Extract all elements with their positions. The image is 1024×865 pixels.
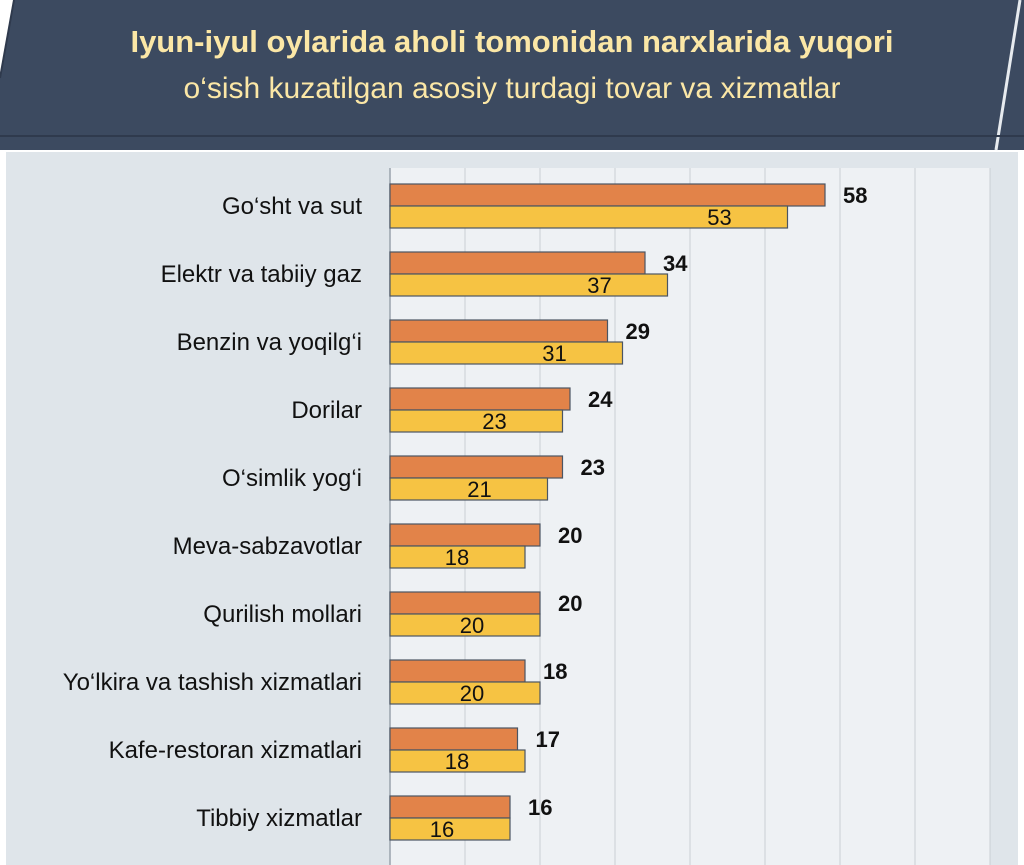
bar-series-1 — [389, 523, 541, 547]
category-label: Meva-sabzavotlar — [173, 533, 362, 560]
data-label-series-1: 24 — [588, 387, 613, 412]
data-label-series-2: 16 — [430, 817, 454, 842]
category-label: Tibbiy xizmatlar — [196, 805, 362, 832]
data-label-series-2: 21 — [467, 477, 491, 502]
bar-series-1 — [389, 727, 519, 751]
bar-series-2 — [389, 409, 564, 433]
data-label-series-2: 18 — [445, 749, 469, 774]
data-label-series-2: 37 — [587, 273, 611, 298]
bar-series-2 — [389, 749, 526, 773]
data-label-series-1: 58 — [843, 183, 867, 208]
data-label-series-1: 17 — [536, 727, 560, 752]
bar-series-1 — [389, 387, 571, 411]
data-label-series-1: 18 — [543, 659, 567, 684]
bar-series-2 — [389, 205, 789, 229]
header-edge-right — [1000, 0, 1024, 150]
data-label-series-2: 23 — [482, 409, 506, 434]
bar-series-2 — [389, 273, 669, 297]
bar-series-2 — [389, 341, 624, 365]
category-label: Qurilish mollari — [203, 601, 362, 628]
category-label: Dorilar — [291, 397, 362, 424]
data-label-series-2: 20 — [460, 613, 484, 638]
bar-series-1 — [389, 251, 646, 275]
data-label-series-2: 31 — [542, 341, 566, 366]
category-label: Elektr va tabiiy gaz — [161, 261, 362, 288]
data-label-series-1: 16 — [528, 795, 552, 820]
data-label-series-2: 53 — [707, 205, 731, 230]
bar-series-1 — [389, 319, 609, 343]
title-block: Iyun-iyul oylarida aholi tomonidan narxl… — [0, 22, 1024, 110]
bar-series-1 — [389, 183, 826, 207]
header-band — [0, 0, 1024, 150]
data-label-series-2: 18 — [445, 545, 469, 570]
bars: 58 53 34 37 29 31 24 23 23 21 20 18 20 20 18 20 17 18 16 16 — [389, 183, 867, 842]
category-labels: Go‘sht va sut Elektr va tabiiy gaz Benzin … — [63, 193, 363, 832]
bar-series-1 — [389, 659, 526, 683]
bar-series-2 — [389, 613, 541, 637]
category-label: O‘simlik yog‘i — [222, 465, 362, 492]
bar-series-2 — [389, 477, 549, 501]
bar-series-1 — [389, 455, 564, 479]
bar-series-2 — [389, 681, 541, 705]
data-label-series-1: 34 — [663, 251, 688, 276]
data-label-series-1: 20 — [558, 591, 582, 616]
bar-series-1 — [389, 795, 511, 819]
data-label-series-1: 23 — [581, 455, 605, 480]
bar-series-2 — [389, 545, 526, 569]
bar-series-2 — [389, 817, 511, 841]
category-label: Go‘sht va sut — [222, 193, 362, 220]
category-label: Yo‘lkira va tashish xizmatlari — [63, 669, 362, 696]
chart-subtitle: o‘sish kuzatilgan asosiy turdagi tovar v… — [183, 72, 841, 105]
bar-series-1 — [389, 591, 541, 615]
data-label-series-1: 29 — [626, 319, 650, 344]
data-label-series-2: 20 — [460, 681, 484, 706]
data-label-series-1: 20 — [558, 523, 582, 548]
chart-title: Iyun-iyul oylarida aholi tomonidan narxl… — [130, 24, 894, 59]
category-label: Benzin va yoqilg‘i — [177, 329, 362, 356]
category-label: Kafe-restoran xizmatlari — [109, 737, 362, 764]
